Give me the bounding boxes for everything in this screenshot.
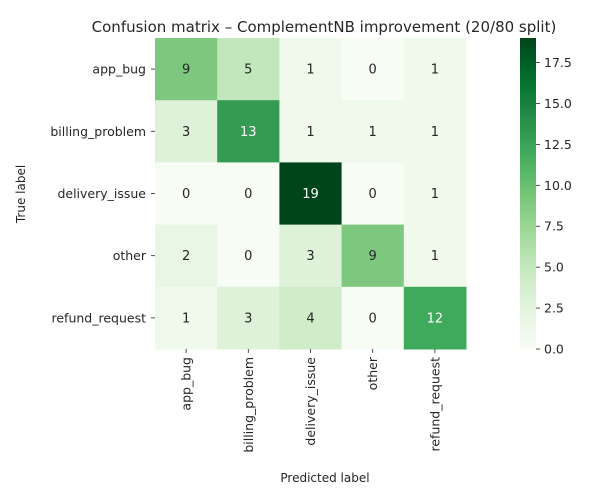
cell-value-label: 3 xyxy=(244,311,252,326)
heatmap-cell xyxy=(217,286,280,350)
cell-value-label: 9 xyxy=(369,249,377,264)
cell-value-label: 0 xyxy=(244,249,252,264)
heatmap-cell xyxy=(403,224,467,288)
cell-value-label: 1 xyxy=(431,125,439,140)
colorbar-tick-label: 12.5 xyxy=(544,137,572,152)
heatmap-cell xyxy=(217,100,280,163)
heatmap-cell xyxy=(279,38,343,101)
y-tick-label: billing_problem xyxy=(50,124,146,139)
y-tick-label: app_bug xyxy=(92,62,146,77)
cell-value-label: 1 xyxy=(182,311,190,326)
cell-value-label: 0 xyxy=(369,187,377,202)
colorbar-ticks: 0.0 2.5 5.0 7.5 10.0 12.5 15.0 17.5 xyxy=(536,55,572,357)
cell-value-label: 13 xyxy=(240,125,257,140)
heatmap-cell xyxy=(155,100,218,163)
y-tick-label: other xyxy=(113,248,147,263)
colorbar xyxy=(520,38,536,349)
heatmap-cell xyxy=(341,100,405,163)
cell-value-label: 1 xyxy=(369,125,377,140)
colorbar-tick-label: 17.5 xyxy=(544,55,572,70)
cell-value-label: 12 xyxy=(427,311,444,326)
cell-value-label: 9 xyxy=(182,63,190,78)
x-tick-labels: app_bug billing_problem delivery_issue othe… xyxy=(179,349,442,453)
heatmap-cell xyxy=(403,162,467,226)
heatmap-cell xyxy=(155,38,218,101)
cell-value-label: 0 xyxy=(369,63,377,78)
colorbar-tick-label: 2.5 xyxy=(544,301,564,316)
heatmap-cell xyxy=(217,38,280,101)
heatmap-grid: 9 5 1 0 13 13 1 1 10 0 19 0 12 0 3 9 11 3 4 0 12 xyxy=(155,38,467,350)
heatmap-cell xyxy=(279,100,343,163)
heatmap-cell xyxy=(341,286,405,350)
cell-value-label: 0 xyxy=(244,187,252,202)
y-axis-label: True label xyxy=(14,165,28,224)
heatmap-cell xyxy=(403,38,467,101)
y-tick-labels: app_bug billing_problem delivery_issueothe… xyxy=(50,62,155,325)
heatmap-cell xyxy=(341,38,405,101)
cell-value-label: 1 xyxy=(306,63,314,78)
heatmap-cell xyxy=(279,286,343,350)
heatmap-cell xyxy=(341,162,405,226)
cell-value-label: 19 xyxy=(302,187,319,202)
heatmap-cell xyxy=(279,162,343,226)
colorbar-tick-label: 5.0 xyxy=(544,260,564,275)
cell-value-label: 2 xyxy=(182,249,190,264)
heatmap-cell xyxy=(403,286,467,350)
cell-value-label: 0 xyxy=(182,187,190,202)
x-tick-label: billing_problem xyxy=(241,357,256,453)
heatmap-cell xyxy=(279,224,343,288)
heatmap-cell xyxy=(155,162,218,226)
heatmap-cell xyxy=(155,286,218,350)
heatmap-cell xyxy=(155,224,218,288)
x-tick-label: other xyxy=(365,356,380,390)
heatmap-cell xyxy=(217,162,280,226)
heatmap-cell xyxy=(403,100,467,163)
y-tick-label: refund_request xyxy=(51,310,146,325)
heatmap-cell xyxy=(341,224,405,288)
cell-value-label: 1 xyxy=(431,249,439,264)
x-tick-label: app_bug xyxy=(179,357,194,411)
cell-value-label: 4 xyxy=(306,311,314,326)
y-tick-label: delivery_issue xyxy=(57,186,146,201)
cell-value-label: 5 xyxy=(244,63,252,78)
colorbar-tick-label: 15.0 xyxy=(544,96,572,111)
heatmap-cell xyxy=(217,224,280,288)
x-tick-label: delivery_issue xyxy=(303,357,318,446)
colorbar-tick-label: 10.0 xyxy=(544,178,572,193)
colorbar-tick-label: 0.0 xyxy=(544,342,564,357)
cell-value-label: 1 xyxy=(431,63,439,78)
cell-value-label: 0 xyxy=(369,311,377,326)
cell-value-label: 1 xyxy=(306,125,314,140)
chart-title: Confusion matrix – ComplementNB improvem… xyxy=(92,18,557,36)
x-tick-label: refund_request xyxy=(427,357,442,452)
cell-value-label: 3 xyxy=(182,125,190,140)
cell-value-label: 1 xyxy=(431,187,439,202)
colorbar-tick-label: 7.5 xyxy=(544,219,564,234)
x-axis-label: Predicted label xyxy=(280,471,369,485)
cell-value-label: 3 xyxy=(306,249,314,264)
